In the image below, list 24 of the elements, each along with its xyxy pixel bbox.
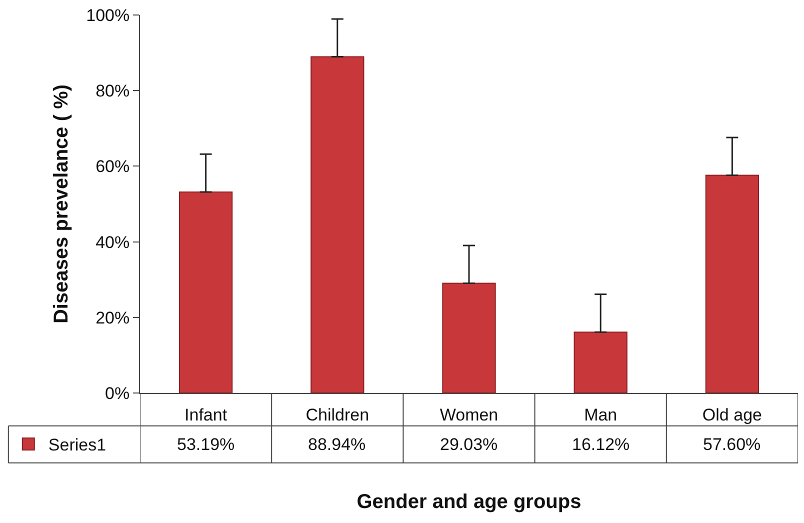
bar — [310, 56, 364, 393]
data-label: 16.12% — [572, 435, 630, 454]
y-tick-label: 60% — [96, 157, 130, 176]
bar — [705, 174, 760, 393]
bar — [574, 332, 628, 393]
x-tick-label: Women — [440, 405, 498, 424]
legend-label: Series1 — [48, 436, 106, 455]
bar — [178, 191, 233, 393]
x-axis-title: Gender and age groups — [356, 490, 582, 513]
bar — [442, 282, 496, 393]
data-label: 53.19% — [177, 435, 235, 454]
x-tick-label: Old age — [702, 405, 762, 424]
y-tick-label: 40% — [96, 232, 130, 252]
y-tick-label: 80% — [96, 82, 130, 101]
y-tick-label: 0% — [105, 384, 130, 403]
y-axis-title: Diseases prevelance ( %) — [50, 84, 73, 324]
data-label: 29.03% — [440, 435, 498, 454]
x-tick-label: Infant — [184, 405, 228, 424]
data-label: 57.60% — [703, 435, 761, 454]
y-tick-label: 100% — [86, 6, 130, 25]
x-tick-label: Man — [584, 405, 618, 424]
data-label: 88.94% — [308, 435, 366, 454]
y-tick-label: 20% — [96, 308, 130, 328]
x-tick-label: Children — [306, 405, 370, 424]
